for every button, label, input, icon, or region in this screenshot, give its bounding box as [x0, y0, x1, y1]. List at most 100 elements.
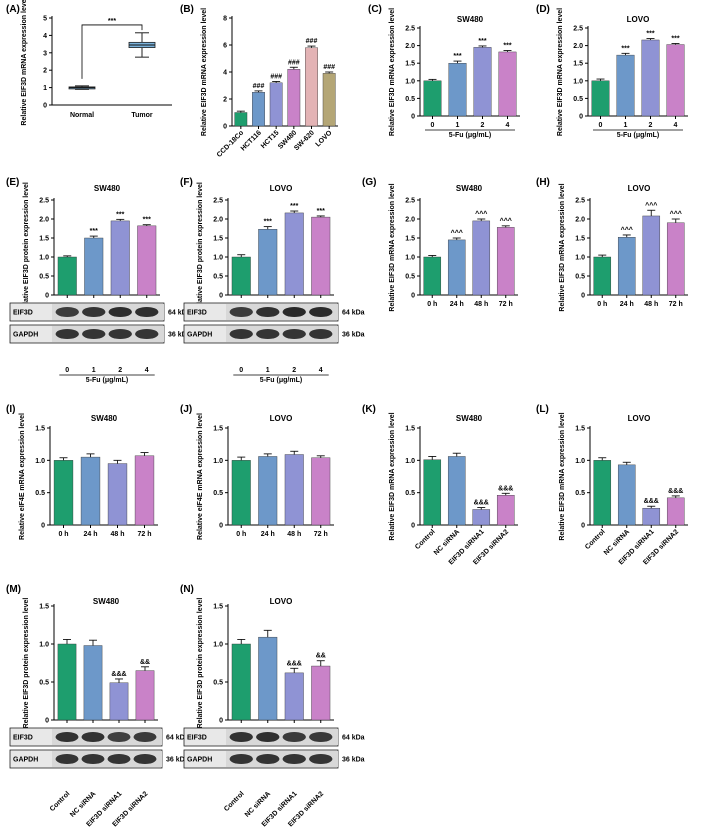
y-tick-label: 1.5	[575, 236, 585, 243]
bar	[423, 80, 442, 117]
y-tick-label: 0.5	[213, 274, 223, 281]
panel-G: (G) SW480 Relative EIF3D mRNA expression l…	[362, 177, 518, 312]
x-tick-label: 4	[506, 122, 510, 129]
y-tick-label: 2.0	[575, 217, 585, 224]
bar	[231, 643, 251, 721]
significance-label: ###	[288, 59, 300, 66]
blot-membrane	[52, 729, 162, 745]
y-tick-label: 2.0	[405, 43, 415, 50]
bar	[448, 63, 467, 117]
bar	[447, 239, 466, 296]
y-tick-label: 0	[43, 103, 47, 110]
panel-label: (C)	[368, 4, 382, 15]
panel-J: (J) LOVO Relative eIF4E mRNA expression le…	[180, 404, 334, 540]
blot-band	[309, 306, 333, 318]
blot-band	[282, 731, 306, 743]
y-tick-label: 2.5	[405, 26, 415, 33]
significance-label: &&&	[287, 660, 302, 667]
significance-label: ***	[671, 35, 679, 42]
y-tick-label: 0.5	[35, 490, 45, 497]
x-tick-label: 0	[65, 367, 69, 374]
blot-row-label: GAPDH	[13, 332, 38, 339]
y-tick-label: 0	[411, 523, 415, 530]
y-axis-label: Relative EIF3D mRNA expression level	[389, 183, 396, 311]
x-axis-label: 5-Fu (μg/mL)	[449, 132, 491, 139]
panel-label: (G)	[362, 177, 376, 188]
y-tick-label: 6	[223, 43, 227, 50]
significance-label: ***	[143, 217, 151, 224]
x-tick-label: 4	[319, 367, 323, 374]
x-tick-label: 24 h	[620, 301, 634, 308]
blot-kda-label: 36 kDa	[342, 757, 365, 764]
blot-band	[256, 328, 280, 340]
y-tick-label: 1.0	[405, 255, 415, 262]
blot-band	[133, 753, 157, 765]
bar	[135, 670, 155, 721]
blot-band	[133, 731, 157, 743]
bar	[593, 256, 612, 296]
blot-band	[282, 753, 306, 765]
x-tick-label: 1	[92, 367, 96, 374]
x-tick-label: 0	[239, 367, 243, 374]
blot-band	[82, 306, 106, 318]
y-tick-label: 1.5	[35, 426, 45, 433]
bar	[311, 665, 331, 721]
x-tick-label: 72 h	[314, 531, 328, 538]
blot-band	[229, 306, 253, 318]
panel-L: (L) LOVO Relative EIF3D mRNA expression le…	[536, 404, 688, 566]
y-tick-label: 1.5	[39, 236, 49, 243]
y-tick-label: 0.5	[213, 490, 223, 497]
significance-label: ***	[621, 45, 629, 52]
significance-label: ***	[646, 31, 654, 38]
significance-label: ***	[90, 228, 98, 235]
significance-label: ^^^	[670, 210, 682, 218]
y-tick-label: 1.5	[575, 426, 585, 433]
panel-K: (K) SW480 Relative EIF3D mRNA expression l…	[362, 404, 518, 566]
y-tick-label: 0.5	[573, 96, 583, 103]
x-tick-label: 2	[292, 367, 296, 374]
x-tick-label: 1	[266, 367, 270, 374]
y-axis-label: Relative EIF3D protein expression level	[197, 182, 204, 313]
significance-label: ***	[116, 211, 124, 218]
bar	[498, 51, 517, 117]
y-tick-label: 0.5	[213, 680, 223, 687]
blot-row-label: EIF3D	[187, 735, 207, 742]
blot-band	[55, 753, 79, 765]
blot-band	[135, 328, 159, 340]
bar	[57, 643, 77, 721]
blot-band	[108, 306, 132, 318]
significance-label: ^^^	[621, 226, 633, 234]
x-axis-label: 5-Fu (μg/mL)	[260, 377, 302, 384]
bar	[322, 73, 336, 127]
bar	[134, 455, 155, 526]
bar	[666, 222, 685, 296]
x-axis-label: 5-Fu (μg/mL)	[86, 377, 128, 384]
y-axis-label: Relative EIF3D protein expression level	[23, 182, 30, 313]
significance-label: ***	[290, 203, 298, 210]
y-tick-label: 0.5	[39, 274, 49, 281]
blot-kda-label: 64 kDa	[168, 310, 191, 317]
significance-bracket	[81, 24, 143, 79]
y-tick-label: 1.5	[405, 426, 415, 433]
bar	[110, 220, 130, 296]
y-tick-label: 1.5	[405, 236, 415, 243]
bar	[137, 225, 157, 296]
chart-title: LOVO	[270, 184, 293, 193]
significance-label: &&&	[474, 500, 489, 507]
y-tick-label: 1.0	[575, 255, 585, 262]
bar	[642, 215, 661, 296]
blot-kda-label: 64 kDa	[166, 735, 189, 742]
y-tick-label: 0	[581, 523, 585, 530]
significance-label: &&	[140, 659, 150, 666]
significance-label: ***	[264, 219, 272, 226]
panel-label: (N)	[180, 584, 194, 595]
y-axis-label: Relative eIF4E mRNA expression level	[19, 413, 26, 540]
blot-kda-label: 64 kDa	[342, 735, 365, 742]
bar	[472, 220, 491, 296]
y-tick-label: 0	[45, 293, 49, 300]
y-tick-label: 2.0	[405, 217, 415, 224]
y-tick-label: 1.5	[39, 604, 49, 611]
x-tick-label: 4	[145, 367, 149, 374]
blot-row-label: EIF3D	[13, 735, 33, 742]
chart-title: SW480	[93, 597, 120, 606]
